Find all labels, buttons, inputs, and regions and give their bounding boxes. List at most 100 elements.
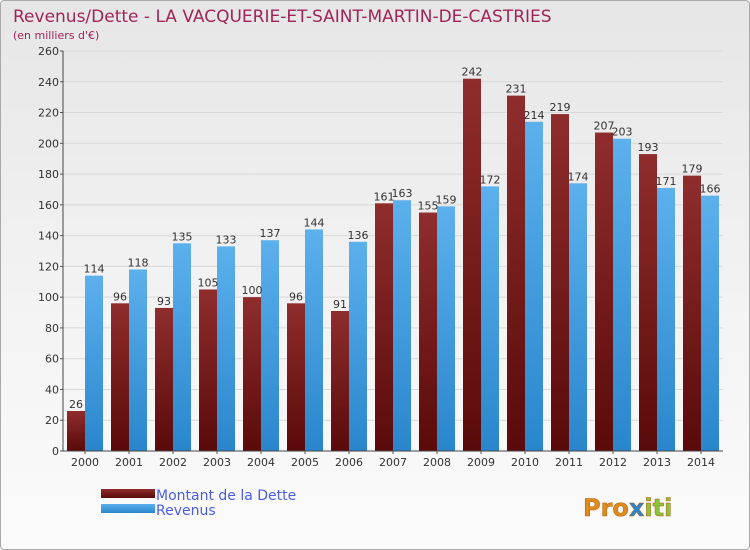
value-label-revenue: 214 <box>524 109 545 122</box>
y-tick-label: 20 <box>45 414 59 427</box>
value-label-debt: 193 <box>638 141 659 154</box>
y-tick-label: 120 <box>38 260 59 273</box>
value-label-debt: 96 <box>113 290 127 303</box>
bar-debt <box>507 95 525 451</box>
bar-revenue <box>657 187 675 451</box>
y-tick-label: 40 <box>45 383 59 396</box>
x-tick-label: 2008 <box>423 456 451 469</box>
value-label-revenue: 137 <box>260 227 281 240</box>
y-tick-label: 160 <box>38 199 59 212</box>
legend-label-revenue: Revenus <box>156 503 216 519</box>
bar-revenue <box>261 240 279 451</box>
value-label-debt: 161 <box>374 190 395 203</box>
value-label-debt: 96 <box>289 290 303 303</box>
bar-debt <box>199 289 217 451</box>
y-tick-label: 260 <box>38 45 59 58</box>
legend-label-debt: Montant de la Dette <box>156 488 296 504</box>
value-labels: 26 114 96 118 93 135 105 133 100 137 96 144 91 136 161… <box>69 66 721 411</box>
value-label-revenue: 135 <box>172 230 193 243</box>
bar-debt <box>595 132 613 452</box>
x-tick-label: 2009 <box>467 456 495 469</box>
bar-debt <box>639 154 657 452</box>
y-tick-label: 180 <box>38 168 59 181</box>
value-label-debt: 207 <box>594 120 615 133</box>
x-tick-label: 2000 <box>71 456 99 469</box>
x-tick-label: 2012 <box>599 456 627 469</box>
x-tick-label: 2006 <box>335 456 363 469</box>
chart-subtitle: (en milliers d'€) <box>13 29 99 42</box>
legend-debt: Montant de la Dette <box>101 488 296 504</box>
value-label-revenue: 172 <box>480 173 501 186</box>
x-tick-label: 2001 <box>115 456 143 469</box>
x-axis-labels: 2000 2001 2002 2003 2004 2005 2006 2007 2008 2009… <box>71 451 715 469</box>
y-tick-label: 140 <box>38 230 59 243</box>
value-label-debt: 179 <box>682 163 703 176</box>
y-axis-labels: 0 20 40 60 80 100 120 140 160 180 200 220 240 260 <box>38 45 63 458</box>
bar-revenue <box>85 275 103 451</box>
value-label-revenue: 174 <box>568 170 589 183</box>
value-label-revenue: 144 <box>304 216 325 229</box>
bar-debt <box>419 212 437 451</box>
value-label-revenue: 171 <box>656 175 677 188</box>
x-tick-label: 2004 <box>247 456 275 469</box>
y-tick-label: 80 <box>45 322 59 335</box>
value-label-revenue: 166 <box>700 183 721 196</box>
x-tick-label: 2005 <box>291 456 319 469</box>
bar-debt <box>243 297 261 451</box>
proxiti-logo: Proxiti <box>583 494 672 522</box>
x-tick-label: 2003 <box>203 456 231 469</box>
value-label-debt: 219 <box>550 101 571 114</box>
value-label-debt: 155 <box>418 200 439 213</box>
value-label-revenue: 203 <box>612 126 633 139</box>
bar-debt <box>287 303 305 451</box>
x-tick-label: 2010 <box>511 456 539 469</box>
bar-revenue <box>217 246 235 451</box>
value-label-debt: 100 <box>242 284 263 297</box>
x-tick-label: 2011 <box>555 456 583 469</box>
bar-debt <box>551 114 569 452</box>
x-tick-label: 2002 <box>159 456 187 469</box>
bar-revenue <box>393 200 411 451</box>
bar-debt <box>463 78 481 451</box>
x-tick-label: 2007 <box>379 456 407 469</box>
x-tick-label: 2014 <box>687 456 715 469</box>
bars <box>67 78 719 452</box>
value-label-debt: 242 <box>462 66 483 79</box>
bar-revenue <box>173 243 191 451</box>
legend: Montant de la Dette Revenus <box>101 488 296 519</box>
value-label-revenue: 136 <box>348 229 369 242</box>
legend-swatch-revenue <box>101 504 155 513</box>
value-label-debt: 231 <box>506 83 527 96</box>
bar-revenue <box>481 186 499 451</box>
x-tick-label: 2013 <box>643 456 671 469</box>
bar-revenue <box>305 229 323 451</box>
bar-revenue <box>525 121 543 452</box>
y-tick-label: 200 <box>38 137 59 150</box>
value-label-debt: 91 <box>333 298 347 311</box>
y-tick-label: 240 <box>38 76 59 89</box>
value-label-revenue: 163 <box>392 187 413 200</box>
bar-revenue <box>613 138 631 451</box>
y-tick-label: 0 <box>52 445 59 458</box>
value-label-debt: 105 <box>198 276 219 289</box>
value-label-revenue: 133 <box>216 233 237 246</box>
y-tick-label: 100 <box>38 291 59 304</box>
bar-debt <box>683 175 701 451</box>
bar-revenue <box>701 195 719 451</box>
value-label-revenue: 114 <box>84 263 105 276</box>
y-tick-label: 220 <box>38 107 59 120</box>
legend-swatch-debt <box>101 489 155 498</box>
value-label-revenue: 118 <box>128 256 149 269</box>
bar-revenue <box>569 183 587 452</box>
bar-revenue <box>129 269 147 451</box>
bar-debt <box>375 203 393 451</box>
bar-debt <box>67 411 85 451</box>
bar-debt <box>331 311 349 451</box>
bar-debt <box>111 303 129 451</box>
value-label-revenue: 159 <box>436 193 457 206</box>
legend-revenue: Revenus <box>101 503 216 519</box>
y-tick-label: 60 <box>45 353 59 366</box>
bar-revenue <box>349 241 367 451</box>
